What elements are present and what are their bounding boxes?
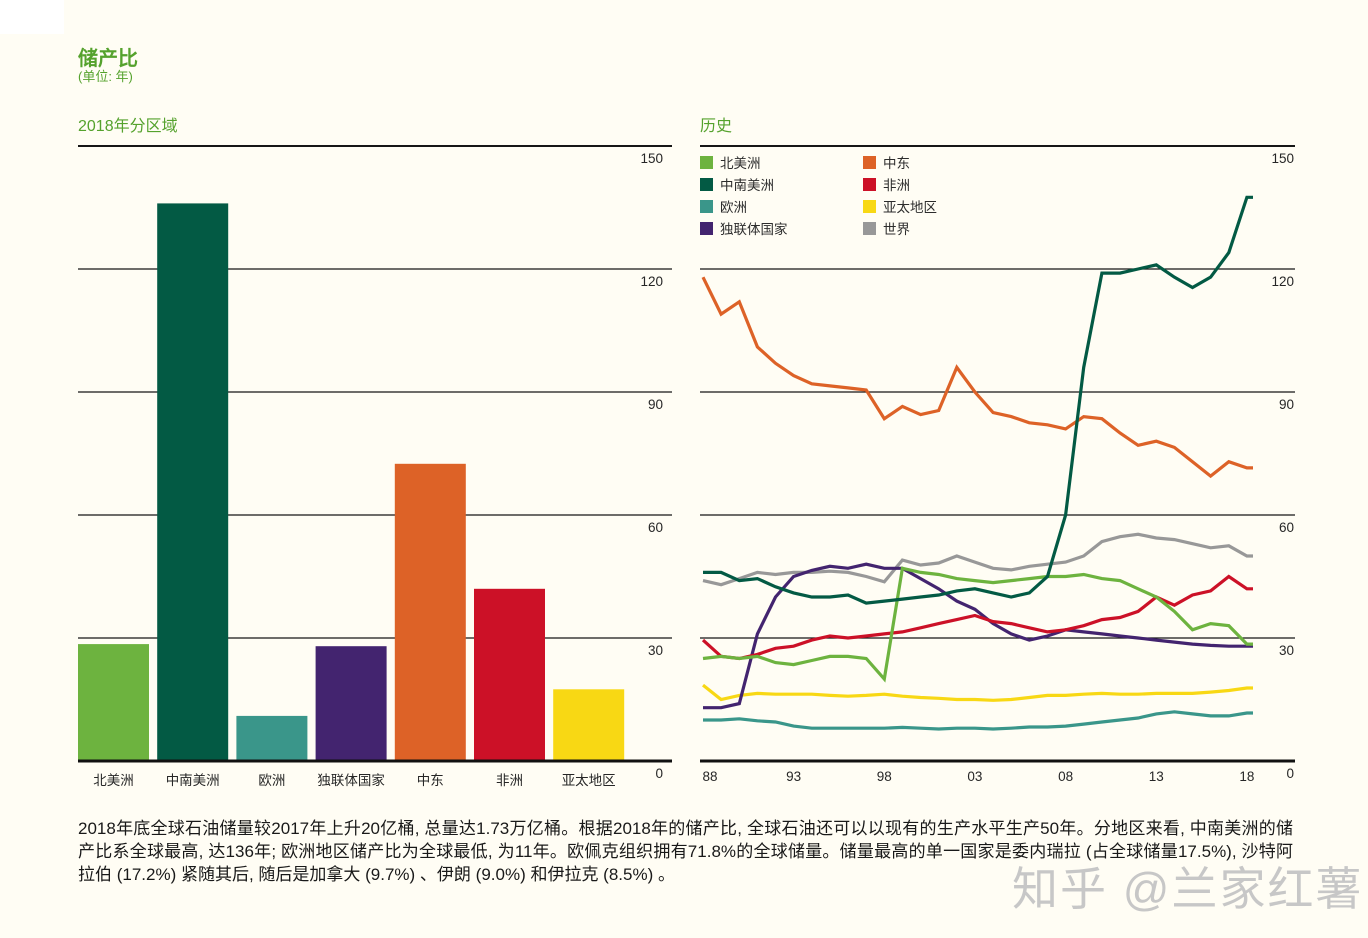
legend-label: 非洲 bbox=[883, 178, 910, 193]
亚太地区-swatch-icon bbox=[863, 199, 876, 213]
legend-item-世界: 世界 bbox=[863, 217, 937, 239]
北美洲-swatch-icon bbox=[700, 155, 713, 169]
bar-中东 bbox=[394, 463, 466, 762]
legend-label: 世界 bbox=[883, 222, 910, 237]
line-ytick-150: 150 bbox=[1271, 151, 1294, 166]
legend-label: 中南美洲 bbox=[720, 178, 774, 193]
line-中东 bbox=[701, 276, 1253, 479]
line-ytick-30: 30 bbox=[1279, 643, 1294, 658]
unit-note: (单位: 年) bbox=[78, 69, 133, 84]
bar-ytick-0: 0 bbox=[655, 766, 663, 781]
line-xtick-18: 18 bbox=[1239, 769, 1254, 784]
line-xtick-13: 13 bbox=[1149, 769, 1164, 784]
legend-item-北美洲: 北美洲 bbox=[700, 151, 863, 173]
bar-独联体国家 bbox=[315, 646, 387, 761]
bar-亚太地区 bbox=[553, 689, 625, 762]
欧洲-swatch-icon bbox=[700, 199, 713, 213]
legend-item-中东: 中东 bbox=[863, 151, 937, 173]
bar-label-北美洲: 北美洲 bbox=[93, 773, 134, 788]
bar-label-独联体国家: 独联体国家 bbox=[317, 772, 385, 788]
bar-label-中南美洲: 中南美洲 bbox=[166, 773, 220, 788]
bar-label-中东: 中东 bbox=[417, 773, 444, 788]
line-ytick-120: 120 bbox=[1271, 274, 1294, 289]
line-xtick-08: 08 bbox=[1058, 769, 1073, 784]
top-left-notch bbox=[0, 0, 64, 34]
legend-label: 独联体国家 bbox=[720, 222, 788, 237]
line-ytick-0: 0 bbox=[1286, 766, 1294, 781]
bar-ytick-150: 150 bbox=[640, 151, 663, 166]
line-chart-title: 历史 bbox=[700, 118, 733, 135]
legend-item-欧洲: 欧洲 bbox=[700, 195, 863, 217]
bar-chart-svg: 150 120 90 60 30 0 北美洲 中南美洲 欧洲 独联体国家 中东 非洲 亚太地区 bbox=[78, 145, 672, 788]
legend-label: 中东 bbox=[883, 156, 910, 171]
line-chart-legend: 北美洲中南美洲欧洲独联体国家 中东非洲亚太地区世界 bbox=[700, 151, 937, 239]
legend-label: 欧洲 bbox=[720, 200, 747, 215]
bar-ytick-30: 30 bbox=[648, 643, 663, 658]
bar-label-欧洲: 欧洲 bbox=[258, 773, 285, 788]
line-chart-svg: 150 120 90 60 30 0 88 93 98 03 08 13 18 bbox=[700, 145, 1295, 784]
非洲-swatch-icon bbox=[863, 177, 876, 191]
bar-ytick-90: 90 bbox=[648, 397, 663, 412]
bar-非洲 bbox=[474, 588, 545, 761]
line-中南美洲 bbox=[703, 195, 1253, 605]
line-ytick-90: 90 bbox=[1279, 397, 1294, 412]
bar-ytick-120: 120 bbox=[640, 274, 663, 289]
line-xtick-88: 88 bbox=[702, 769, 717, 784]
line-北美洲 bbox=[702, 566, 1253, 683]
line-非洲 bbox=[701, 574, 1253, 661]
watermark: 知乎 @兰家红薯 bbox=[1012, 863, 1364, 915]
legend-item-中南美洲: 中南美洲 bbox=[700, 173, 863, 195]
legend-item-独联体国家: 独联体国家 bbox=[700, 217, 863, 239]
line-独联体国家 bbox=[703, 562, 1253, 710]
line-欧洲 bbox=[703, 710, 1253, 731]
legend-label: 北美洲 bbox=[720, 156, 761, 171]
line-xtick-03: 03 bbox=[967, 769, 982, 784]
legend-item-非洲: 非洲 bbox=[863, 173, 937, 195]
世界-swatch-icon bbox=[863, 221, 876, 235]
page-title: 储产比 bbox=[78, 48, 138, 70]
独联体国家-swatch-icon bbox=[700, 221, 713, 235]
bar-chart-title: 2018年分区域 bbox=[78, 118, 178, 135]
bar-label-亚太地区: 亚太地区 bbox=[562, 773, 616, 788]
line-xtick-93: 93 bbox=[786, 769, 801, 784]
bar-欧洲 bbox=[236, 715, 308, 761]
bar-ytick-60: 60 bbox=[648, 520, 663, 535]
line-亚太地区 bbox=[702, 683, 1253, 702]
中南美洲-swatch-icon bbox=[700, 177, 713, 191]
bar-北美洲 bbox=[78, 644, 149, 761]
line-ytick-60: 60 bbox=[1279, 520, 1294, 535]
legend-item-亚太地区: 亚太地区 bbox=[863, 195, 937, 217]
footnote-paragraph: 2018年底全球石油储量较2017年上升20亿桶, 总量达1.73万亿桶。根据2… bbox=[78, 819, 1293, 884]
legend-label: 亚太地区 bbox=[883, 200, 937, 215]
line-世界 bbox=[702, 532, 1253, 587]
bar-中南美洲 bbox=[157, 203, 229, 761]
中东-swatch-icon bbox=[863, 155, 876, 169]
bar-label-非洲: 非洲 bbox=[496, 773, 523, 788]
line-xtick-98: 98 bbox=[877, 769, 892, 784]
